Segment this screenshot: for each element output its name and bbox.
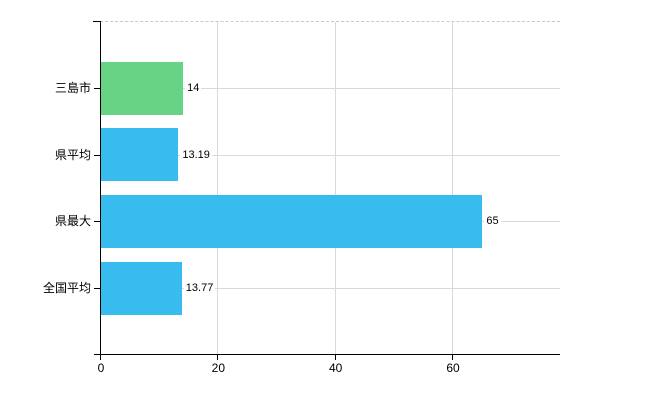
vertical-gridline <box>452 22 454 354</box>
value-label: 65 <box>484 215 501 229</box>
vertical-gridline <box>217 22 219 354</box>
category-gridline <box>101 154 560 156</box>
x-tick-label: 20 <box>211 361 226 375</box>
category-tick <box>94 154 100 156</box>
value-label: 13.19 <box>180 148 212 162</box>
value-label: 13.77 <box>183 282 216 295</box>
category-gridline <box>101 88 560 89</box>
bar-県平均 <box>101 128 179 182</box>
value-label: 14 <box>185 82 202 95</box>
y-axis-top-cap <box>93 21 101 22</box>
category-tick <box>94 221 100 223</box>
x-tick-label: 40 <box>329 361 343 375</box>
plot-top-border <box>100 21 560 22</box>
bar-県最大 <box>101 194 483 248</box>
category-label: 全国平均 <box>42 281 91 295</box>
vertical-gridline <box>334 22 336 354</box>
x-axis-tick <box>452 355 454 360</box>
x-tick-label: 60 <box>446 361 460 375</box>
category-label: 県平均 <box>54 147 91 162</box>
x-axis-tick <box>100 355 101 360</box>
x-tick-label: 0 <box>97 361 105 375</box>
x-axis-tick <box>217 355 219 360</box>
category-tick <box>94 88 100 89</box>
y-axis-line <box>100 21 101 355</box>
category-gridline <box>101 288 560 289</box>
bar-全国平均 <box>101 261 182 315</box>
category-label: 三島市 <box>54 81 91 95</box>
category-tick <box>94 288 100 289</box>
x-axis-line <box>94 354 560 355</box>
x-axis-tick <box>334 355 336 360</box>
category-label: 県最大 <box>54 214 91 229</box>
bar-三島市 <box>101 61 184 115</box>
